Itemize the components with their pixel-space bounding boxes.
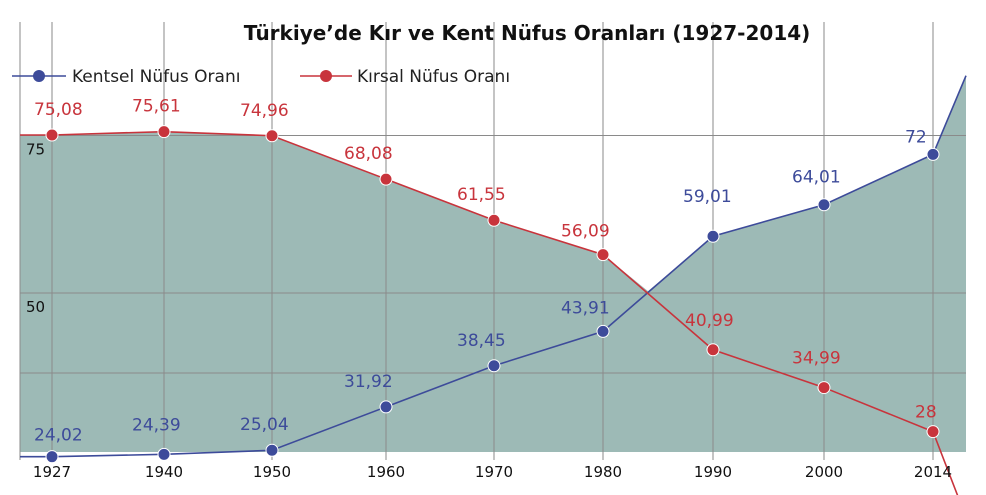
urban-data-label: 43,91 — [561, 298, 610, 318]
legend-item-urban: Kentsel Nüfus Oranı — [12, 67, 240, 87]
legend-label-urban: Kentsel Nüfus Oranı — [72, 67, 240, 87]
chart-area-layer — [20, 75, 966, 453]
chart-title: Türkiye’de Kır ve Kent Nüfus Oranları (1… — [244, 21, 811, 45]
rural-data-label: 61,55 — [457, 185, 506, 205]
urban-point — [596, 324, 610, 338]
rural-point — [265, 129, 279, 143]
chart-tick-layer: 1927 1940 1950 1960 1970 1980 1990 2000 2014 50 75 — [26, 141, 952, 482]
rural-data-label: 75,08 — [34, 100, 83, 120]
x-tick-label: 1940 — [145, 463, 183, 481]
x-tick-label: 1927 — [33, 463, 71, 481]
rural-data-label: 34,99 — [792, 349, 841, 369]
x-tick-label: 1980 — [584, 463, 622, 481]
rural-point — [706, 343, 720, 357]
rural-point — [926, 425, 940, 439]
rural-data-label: 28 — [915, 403, 937, 423]
chart-series-layer — [20, 75, 967, 495]
urban-data-label: 72 — [905, 127, 927, 147]
x-tick-label: 1950 — [253, 463, 291, 481]
rural-point — [379, 172, 393, 186]
urban-data-label: 31,92 — [344, 372, 393, 392]
rural-data-label: 74,96 — [240, 101, 289, 121]
chart-label-layer: 24,02 24,39 25,04 31,92 38,45 43,91 59,01 64,01… — [34, 97, 937, 446]
rural-data-label: 68,08 — [344, 144, 393, 164]
urban-point — [45, 450, 59, 464]
rural-data-label: 40,99 — [685, 311, 734, 331]
rural-point — [45, 128, 59, 142]
urban-data-label: 38,45 — [457, 331, 506, 351]
urban-point — [817, 198, 831, 212]
rural-point — [157, 125, 171, 139]
y-tick-label: 50 — [26, 298, 45, 316]
rural-point — [487, 213, 501, 227]
chart-grid-layer — [19, 22, 966, 460]
legend-label-rural: Kırsal Nüfus Oranı — [357, 67, 510, 87]
legend: Kentsel Nüfus Oranı Kırsal Nüfus Oranı — [12, 67, 510, 87]
x-tick-label: 1990 — [694, 463, 732, 481]
x-tick-label: 2000 — [805, 463, 843, 481]
x-tick-label: 1960 — [367, 463, 405, 481]
rural-point — [596, 248, 610, 262]
chart-area-fill — [20, 75, 966, 453]
urban-point — [379, 400, 393, 414]
legend-marker-rural — [320, 70, 332, 82]
urban-data-label: 24,02 — [34, 426, 83, 446]
urban-point — [706, 229, 720, 243]
urban-data-label: 59,01 — [683, 187, 732, 207]
urban-data-label: 64,01 — [792, 168, 841, 188]
rural-data-label: 56,09 — [561, 222, 610, 242]
rural-data-label: 75,61 — [132, 97, 181, 117]
urban-point — [487, 359, 501, 373]
y-tick-label: 75 — [26, 141, 45, 159]
urban-data-label: 24,39 — [132, 415, 181, 435]
x-tick-label: 1970 — [475, 463, 513, 481]
legend-item-rural: Kırsal Nüfus Oranı — [300, 67, 510, 87]
urban-point — [265, 443, 279, 457]
legend-marker-urban — [33, 70, 45, 82]
x-tick-label: 2014 — [914, 463, 952, 481]
urban-point — [926, 147, 940, 161]
urban-point — [157, 447, 171, 461]
urban-data-label: 25,04 — [240, 415, 289, 435]
rural-point — [817, 381, 831, 395]
